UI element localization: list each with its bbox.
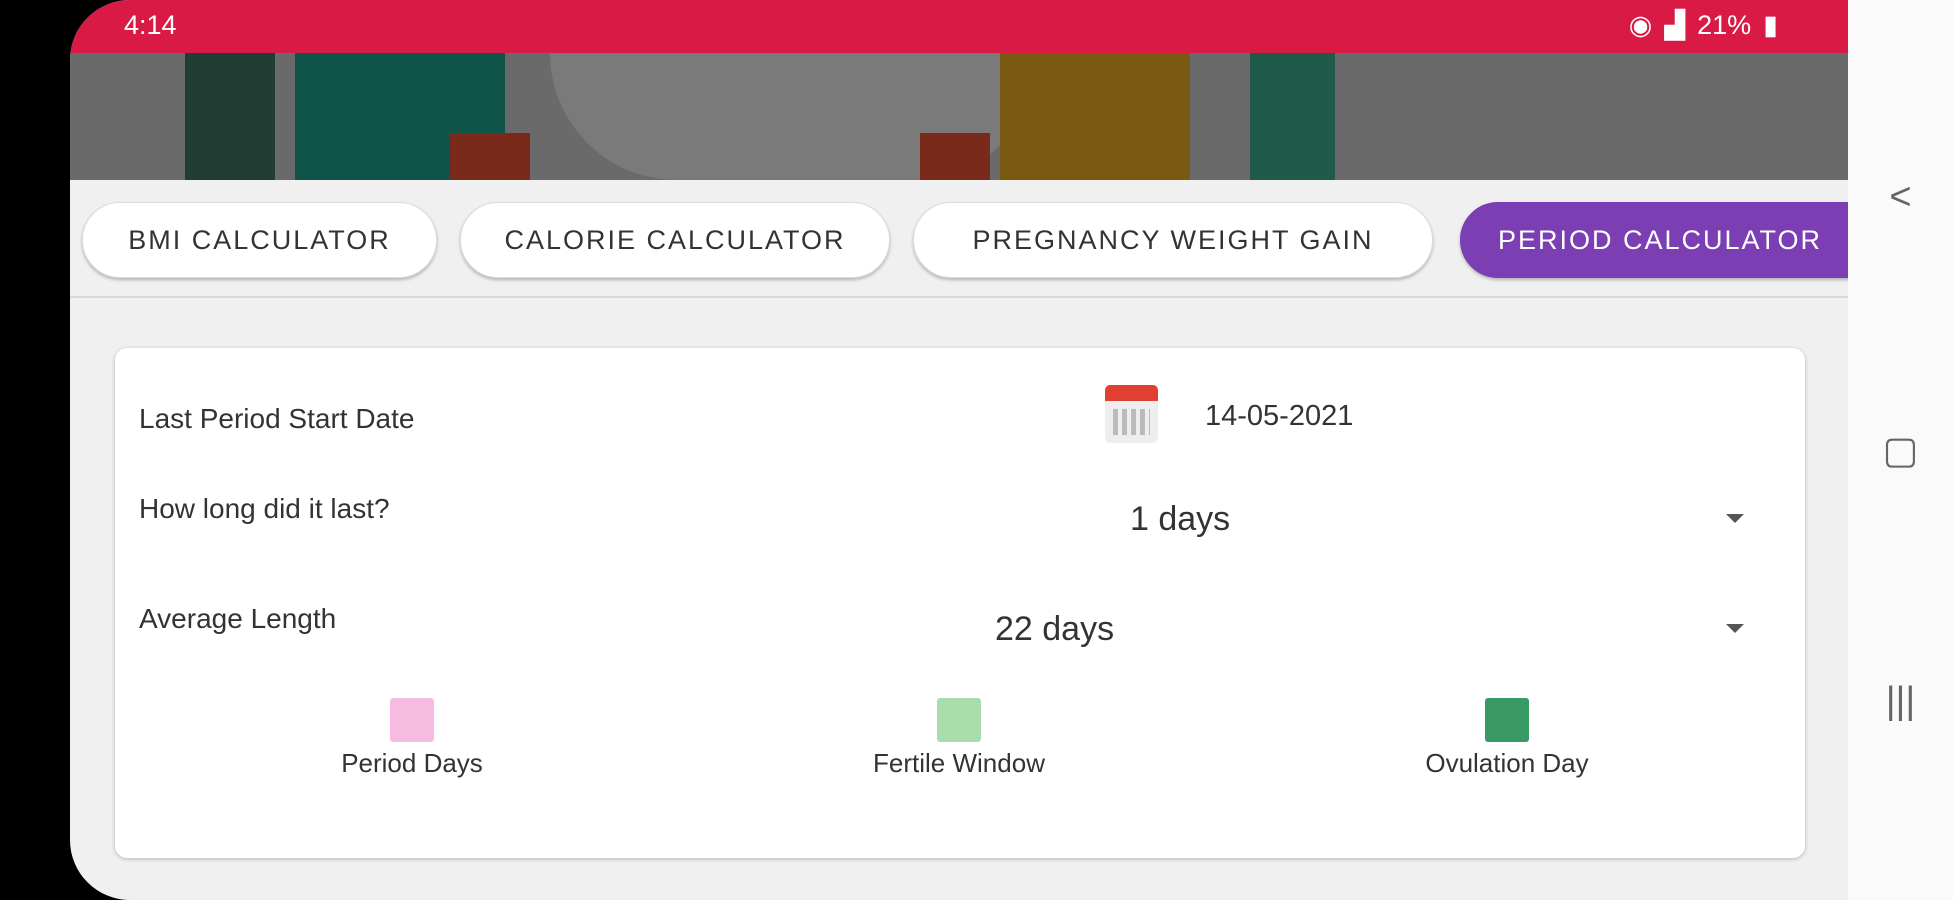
duration-dropdown[interactable]: 1 days (1130, 500, 1231, 538)
period-days-legend: Period Days (341, 748, 483, 778)
app-screen: 4:14 ◉ ▟ 21% ▮ BMI CALCULATOR CALORIE CA… (70, 0, 1848, 900)
battery-icon: ▮ (1763, 10, 1778, 40)
battery-text: 21% (1697, 10, 1752, 40)
duration-dropdown-arrow-icon[interactable] (1726, 514, 1744, 523)
average-length-dropdown[interactable]: 22 days (995, 610, 1115, 648)
period-days-swatch (390, 698, 434, 742)
signal-icon: ▟ (1664, 10, 1686, 40)
period-form-card: Last Period Start Date 14-05-2021 How lo… (115, 348, 1805, 858)
tab-bmi-calculator[interactable]: BMI CALCULATOR (82, 202, 437, 278)
header-banner-image (70, 53, 1848, 180)
hotspot-icon: ◉ (1628, 10, 1653, 40)
fertile-window-legend: Fertile Window (873, 748, 1045, 778)
back-icon[interactable]: < (1889, 176, 1912, 218)
tab-period-calculator[interactable]: PERIOD CALCULATOR (1460, 202, 1848, 278)
ovulation-day-legend: Ovulation Day (1425, 748, 1589, 778)
duration-label: How long did it last? (139, 493, 390, 524)
calendar-icon[interactable] (1105, 385, 1158, 443)
status-bar: 4:14 ◉ ▟ 21% ▮ (70, 0, 1848, 53)
recents-icon[interactable]: ||| (1885, 680, 1916, 722)
start-date-label: Last Period Start Date (139, 403, 415, 434)
fertile-window-swatch (937, 698, 981, 742)
status-time: 4:14 (124, 10, 177, 40)
average-length-label: Average Length (139, 603, 337, 634)
average-length-dropdown-arrow-icon[interactable] (1726, 624, 1744, 633)
system-nav-bar: < ▢ ||| (1848, 0, 1953, 900)
calculator-tabs: BMI CALCULATOR CALORIE CALCULATOR PREGNA… (70, 180, 1848, 298)
tab-calorie-calculator[interactable]: CALORIE CALCULATOR (460, 202, 890, 278)
home-icon[interactable]: ▢ (1882, 430, 1919, 472)
start-date-value[interactable]: 14-05-2021 (1205, 400, 1354, 432)
tab-pregnancy-weight-gain[interactable]: PREGNANCY WEIGHT GAIN (913, 202, 1433, 278)
ovulation-day-swatch (1485, 698, 1529, 742)
